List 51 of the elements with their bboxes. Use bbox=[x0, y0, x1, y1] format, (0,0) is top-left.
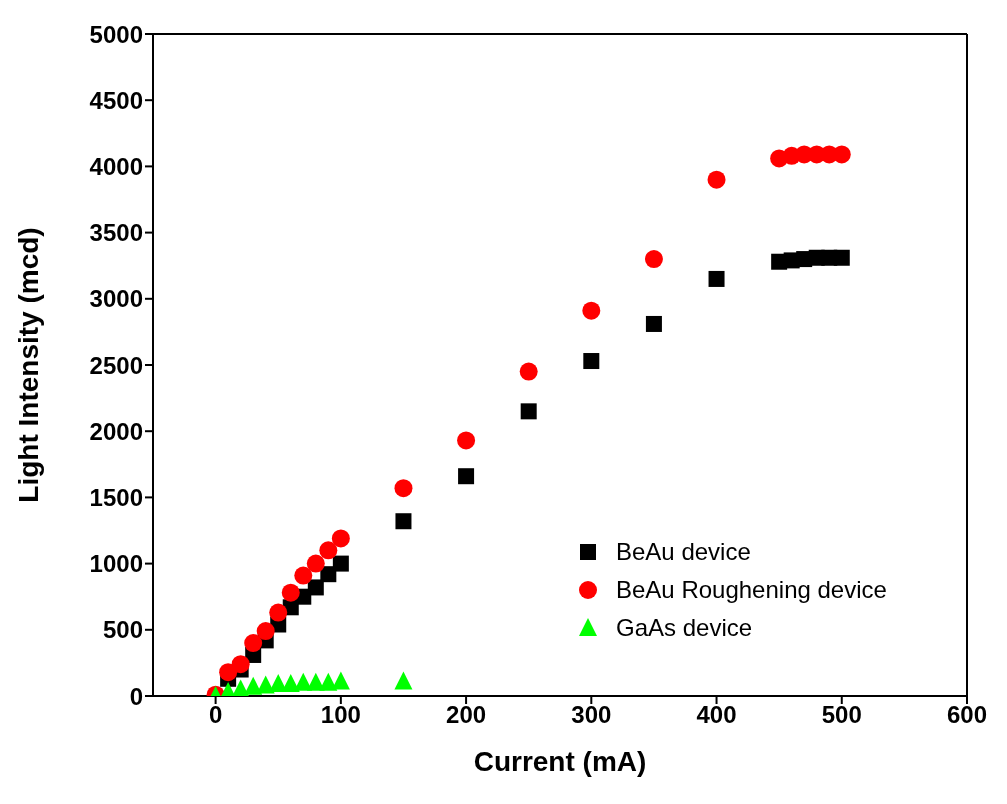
x-tick-label: 500 bbox=[821, 701, 862, 729]
point bbox=[520, 403, 537, 420]
point bbox=[256, 622, 275, 641]
point bbox=[394, 671, 413, 690]
y-tick-label: 2500 bbox=[89, 351, 143, 379]
point bbox=[644, 250, 663, 269]
x-tick-label: 300 bbox=[571, 701, 612, 729]
point bbox=[583, 353, 600, 370]
x-tick-label: 400 bbox=[696, 701, 737, 729]
point bbox=[294, 566, 313, 585]
point bbox=[307, 579, 324, 596]
y-tick-label: 4500 bbox=[89, 86, 143, 114]
x-tick-label: 600 bbox=[946, 701, 988, 729]
y-tick-label: 5000 bbox=[89, 20, 143, 48]
point bbox=[519, 362, 538, 381]
legend-label: BeAu device bbox=[616, 538, 751, 566]
point bbox=[833, 249, 850, 266]
point bbox=[645, 315, 662, 332]
y-tick-label: 3000 bbox=[89, 285, 143, 313]
x-tick-label: 200 bbox=[446, 701, 487, 729]
legend-label: GaAs device bbox=[616, 614, 753, 642]
y-tick-label: 4000 bbox=[89, 152, 143, 180]
y-tick-label: 0 bbox=[129, 682, 143, 710]
x-tick-label: 100 bbox=[320, 701, 361, 729]
point bbox=[319, 541, 338, 560]
point bbox=[231, 655, 250, 674]
point bbox=[244, 676, 263, 695]
point bbox=[395, 513, 412, 530]
point bbox=[457, 431, 476, 450]
y-tick-label: 1500 bbox=[89, 483, 143, 511]
point bbox=[394, 479, 413, 498]
point bbox=[306, 554, 325, 573]
point bbox=[707, 170, 726, 189]
x-tick-label: 0 bbox=[208, 701, 223, 729]
point bbox=[269, 603, 288, 622]
point bbox=[244, 634, 263, 653]
y-axis-title: Light Intensity (mcd) bbox=[12, 227, 44, 503]
y-tick-label: 500 bbox=[102, 616, 143, 644]
point bbox=[331, 529, 350, 548]
point bbox=[319, 672, 338, 691]
y-tick-label: 3500 bbox=[89, 219, 143, 247]
point bbox=[582, 301, 601, 320]
point bbox=[219, 663, 238, 682]
legend-label: BeAu Roughening device bbox=[616, 576, 887, 604]
point bbox=[332, 555, 349, 572]
y-tick-label: 2000 bbox=[89, 417, 143, 445]
point bbox=[708, 270, 725, 287]
point bbox=[281, 583, 300, 602]
point bbox=[458, 468, 475, 485]
y-tick-label: 1000 bbox=[89, 550, 143, 578]
x-axis-title: Current (mA) bbox=[473, 746, 647, 777]
